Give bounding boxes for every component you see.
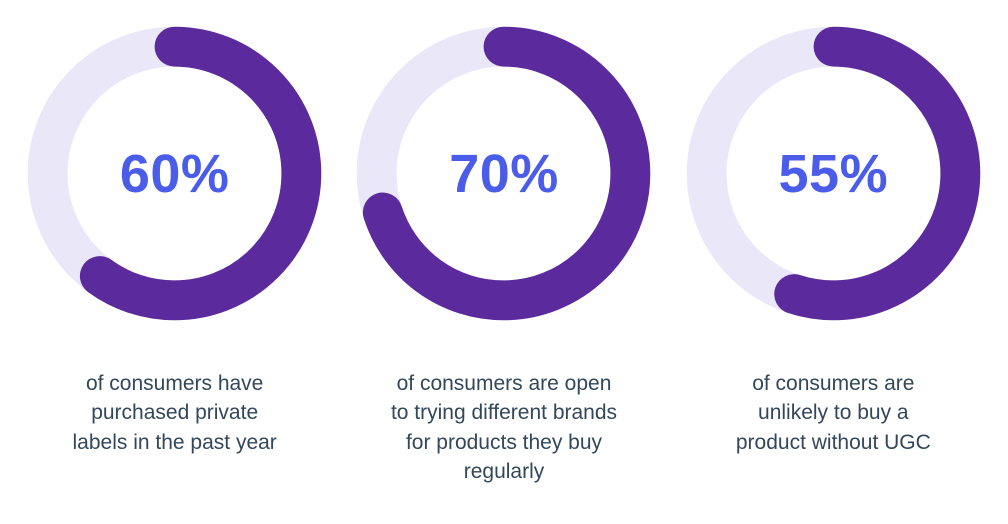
stat-caption: of consumers are unlikely to buy a produ… [735, 372, 931, 454]
stat-card-ugc: 55% of consumers are unlikely to buy a p… [669, 26, 998, 524]
donut-svg [686, 26, 981, 321]
donut-svg [357, 26, 651, 321]
donut-progress-arc [686, 26, 981, 321]
donut-progress-arc [357, 26, 651, 321]
stat-card-private-labels: 60% of consumers have purchased private … [10, 26, 339, 524]
donut-svg [27, 26, 322, 321]
donut-chart-55-percent: 55% [686, 26, 981, 321]
stat-caption: of consumers are open to trying differen… [390, 372, 618, 484]
donut-progress-arc [27, 26, 322, 321]
stat-caption: of consumers have purchased private labe… [72, 372, 277, 454]
stat-card-brand-switching: 70% of consumers are open to trying diff… [339, 26, 668, 524]
donut-chart-60-percent: 60% [27, 26, 322, 321]
donut-chart-70-percent: 70% [356, 26, 651, 321]
